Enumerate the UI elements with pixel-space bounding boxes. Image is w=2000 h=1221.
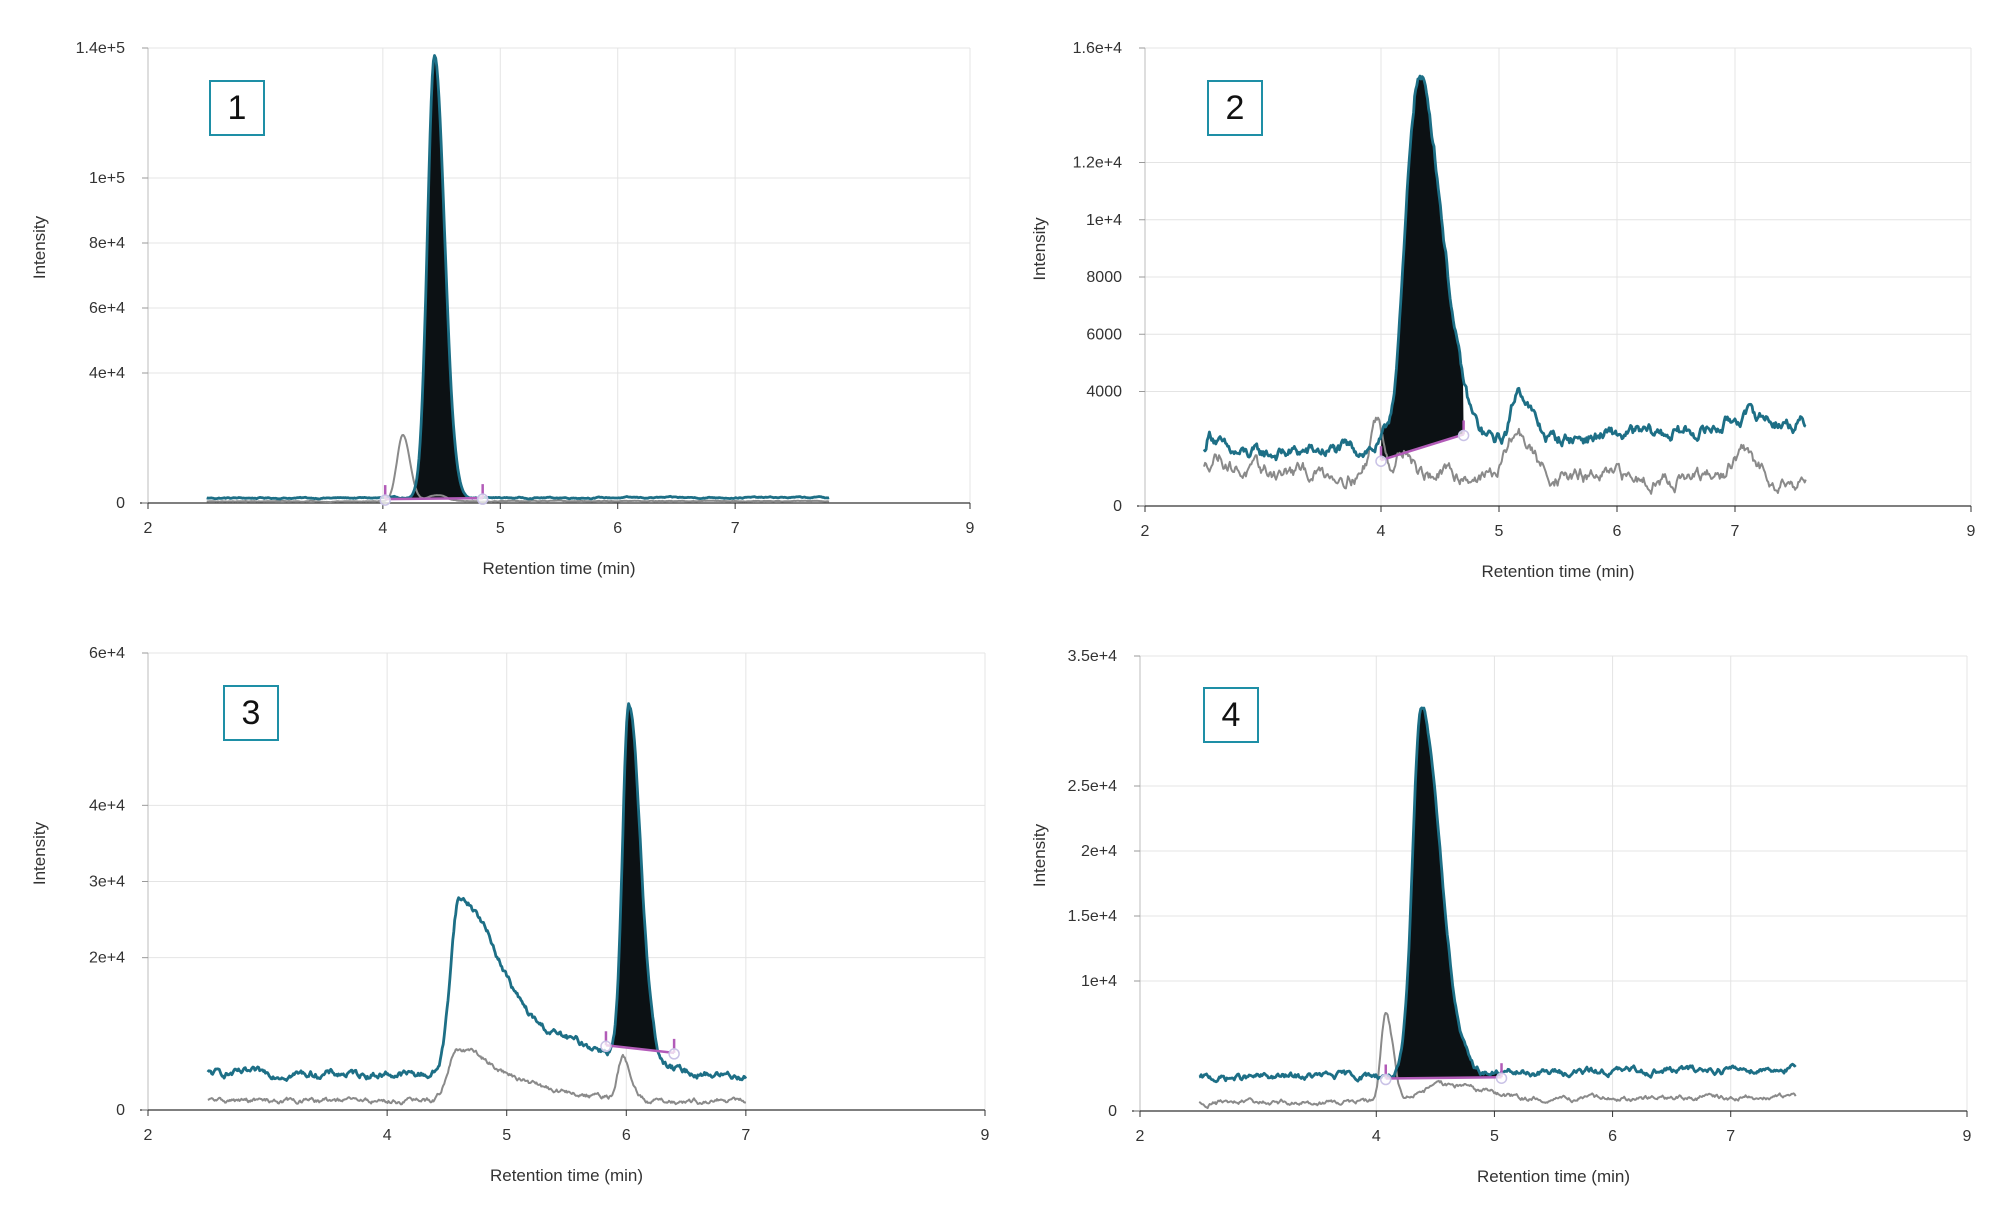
- x-tick-label-4-4: 7: [1726, 1128, 1735, 1145]
- y-tick-label-1-3: 8e+4: [89, 235, 125, 252]
- y-tick-label-4-3: 2e+4: [1081, 843, 1117, 860]
- integration-end-handle-3[interactable]: [668, 1048, 680, 1060]
- integration-baseline-3: [605, 1044, 675, 1055]
- x-tick-label-3-5: 9: [981, 1127, 990, 1144]
- x-tick-label-1-5: 9: [966, 520, 975, 537]
- y-tick-label-1-2: 6e+4: [89, 300, 125, 317]
- y-tick-label-2-1: 4000: [1086, 384, 1122, 401]
- chromatogram-panel-2: 0 4000 6000 8000 1e+4 1.2e+4 1.6e+4 2 4 5 6 7 9 Reten…: [1000, 0, 2000, 610]
- x-tick-label-1-2: 5: [496, 520, 505, 537]
- panel-label-badge-3: 3: [223, 685, 279, 741]
- y-tick-label-3-2: 3e+4: [89, 874, 125, 891]
- quantifier-trace-4: [1198, 706, 1797, 1084]
- chart-svg-4: 0 1e+4 1.5e+4 2e+4 2.5e+4 3.5e+4 2 4 5 6 7 9 Retenti…: [1030, 648, 1972, 1186]
- qualifier-trace-3: [207, 1047, 746, 1106]
- x-tick-label-2-1: 4: [1377, 523, 1386, 540]
- chart-svg-1: 0 4e+4 6e+4 8e+4 1e+5 1.4e+5 2 4 5 6 7 9 Retention t…: [30, 40, 975, 578]
- y-tick-label-4-0: 0: [1108, 1103, 1117, 1120]
- y-axis-title-1: Intensity: [30, 215, 49, 279]
- qualifier-trace-1: [206, 434, 830, 504]
- y-tick-label-4-2: 1.5e+4: [1068, 908, 1117, 925]
- chromatogram-panel-3: 0 2e+4 3e+4 4e+4 6e+4 2 4 5 6 7 9 Retention time (m…: [0, 610, 1000, 1220]
- x-tick-label-4-3: 6: [1608, 1128, 1617, 1145]
- integration-start-handle-3[interactable]: [600, 1040, 612, 1053]
- x-tick-label-2-5: 9: [1967, 523, 1976, 540]
- y-tick-label-1-4: 1e+5: [89, 170, 125, 187]
- integration-end-handle-2[interactable]: [1457, 429, 1470, 442]
- integration-end-handle-4[interactable]: [1495, 1072, 1508, 1084]
- chart-svg-2: 0 4000 6000 8000 1e+4 1.2e+4 1.6e+4 2 4 5 6 7 9 Reten…: [1030, 40, 1976, 581]
- y-tick-label-4-5: 3.5e+4: [1068, 648, 1117, 665]
- integrated-peak-area-3: [606, 703, 675, 1053]
- y-tick-label-2-0: 0: [1113, 498, 1122, 515]
- x-tick-label-2-4: 7: [1731, 523, 1740, 540]
- y-tick-label-1-0: 0: [116, 495, 125, 512]
- integrated-peak-area-4: [1385, 707, 1502, 1079]
- panel-label-badge-2: 2: [1207, 80, 1263, 136]
- integration-baseline-4: [1385, 1075, 1502, 1080]
- x-tick-label-2-3: 6: [1613, 523, 1622, 540]
- y-tick-label-2-6: 1.6e+4: [1073, 40, 1122, 57]
- x-tick-label-3-0: 2: [144, 1127, 153, 1144]
- quantifier-trace-1: [206, 54, 830, 501]
- integration-start-handle-1[interactable]: [379, 494, 391, 506]
- x-tick-label-1-0: 2: [144, 520, 153, 537]
- chart-svg-3: 0 2e+4 3e+4 4e+4 6e+4 2 4 5 6 7 9 Retention time (m…: [30, 645, 990, 1185]
- y-tick-label-3-4: 6e+4: [89, 645, 125, 662]
- y-tick-label-2-2: 6000: [1086, 326, 1122, 343]
- x-tick-label-3-3: 6: [622, 1127, 631, 1144]
- y-axis-title-4: Intensity: [1030, 823, 1049, 887]
- x-axis-title-1: Retention time (min): [482, 559, 635, 578]
- y-axis-title-3: Intensity: [30, 821, 49, 885]
- x-tick-label-1-4: 7: [731, 520, 740, 537]
- integration-end-handle-1[interactable]: [476, 493, 489, 505]
- qualifier-trace-2: [1203, 416, 1807, 495]
- y-tick-label-2-3: 8000: [1086, 269, 1122, 286]
- y-tick-label-3-0: 0: [116, 1102, 125, 1119]
- integration-baseline-1: [385, 496, 483, 501]
- panel-label-badge-1: 1: [209, 80, 265, 136]
- integration-start-handle-2[interactable]: [1375, 455, 1387, 467]
- x-tick-label-3-4: 7: [741, 1127, 750, 1144]
- y-axis-title-2: Intensity: [1030, 217, 1049, 281]
- y-tick-label-3-1: 2e+4: [89, 950, 125, 967]
- x-tick-label-3-2: 5: [502, 1127, 511, 1144]
- x-tick-label-4-2: 5: [1490, 1128, 1499, 1145]
- x-tick-label-3-1: 4: [383, 1127, 392, 1144]
- y-tick-label-3-3: 4e+4: [89, 797, 125, 814]
- x-tick-label-4-0: 2: [1136, 1128, 1145, 1145]
- qualifier-trace-4: [1198, 1012, 1797, 1110]
- y-tick-label-1-1: 4e+4: [89, 365, 125, 382]
- y-tick-label-1-5: 1.4e+5: [76, 40, 125, 57]
- x-tick-label-1-3: 6: [613, 520, 622, 537]
- chromatogram-panel-1: 0 4e+4 6e+4 8e+4 1e+5 1.4e+5 2 4 5 6 7 9 Retention t…: [0, 0, 1000, 610]
- quantifier-trace-2: [1202, 74, 1807, 462]
- y-tick-label-2-5: 1.2e+4: [1073, 155, 1122, 172]
- x-tick-label-2-0: 2: [1141, 523, 1150, 540]
- x-tick-label-1-1: 4: [378, 520, 387, 537]
- x-axis-title-3: Retention time (min): [490, 1166, 643, 1185]
- integrated-peak-area-2: [1381, 76, 1464, 461]
- integration-baseline-2: [1380, 433, 1464, 462]
- chromatogram-panel-4: 0 1e+4 1.5e+4 2e+4 2.5e+4 3.5e+4 2 4 5 6 7 9 Retenti…: [1000, 610, 2000, 1220]
- x-axis-title-4: Retention time (min): [1477, 1167, 1630, 1186]
- y-tick-label-4-4: 2.5e+4: [1068, 778, 1117, 795]
- quantifier-trace-3: [206, 702, 748, 1082]
- panel-label-badge-4: 4: [1203, 687, 1259, 743]
- x-tick-label-2-2: 5: [1495, 523, 1504, 540]
- x-axis-title-2: Retention time (min): [1481, 562, 1634, 581]
- integrated-peak-area-1: [385, 55, 483, 500]
- x-tick-label-4-5: 9: [1963, 1128, 1972, 1145]
- x-tick-label-4-1: 4: [1372, 1128, 1381, 1145]
- y-tick-label-2-4: 1e+4: [1086, 212, 1122, 229]
- y-tick-label-4-1: 1e+4: [1081, 973, 1117, 990]
- integration-start-handle-4[interactable]: [1379, 1073, 1392, 1086]
